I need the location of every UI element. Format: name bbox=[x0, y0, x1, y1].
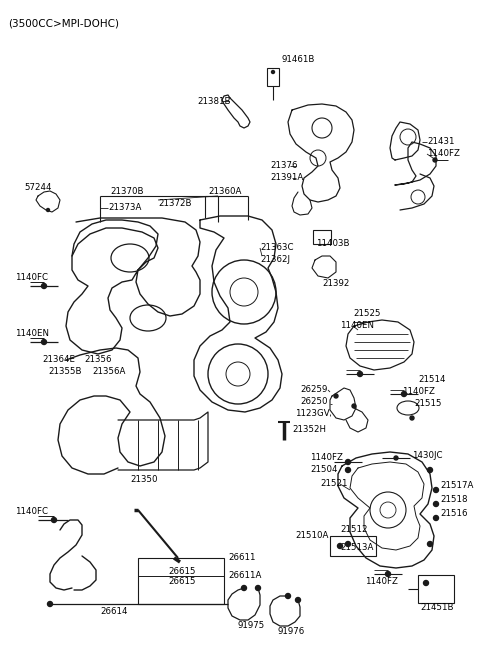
Circle shape bbox=[352, 404, 356, 408]
Circle shape bbox=[428, 542, 432, 546]
Circle shape bbox=[296, 597, 300, 603]
Text: 21392: 21392 bbox=[322, 280, 349, 288]
Circle shape bbox=[394, 456, 398, 460]
Text: 21370B: 21370B bbox=[110, 187, 144, 196]
Text: 1140EN: 1140EN bbox=[340, 322, 374, 331]
Text: 21350: 21350 bbox=[130, 476, 157, 485]
Circle shape bbox=[401, 392, 407, 396]
Circle shape bbox=[410, 416, 414, 420]
Text: 21514: 21514 bbox=[418, 375, 445, 384]
Text: 1140FC: 1140FC bbox=[15, 508, 48, 517]
Text: 21510A: 21510A bbox=[295, 531, 328, 540]
Text: (3500CC>MPI-DOHC): (3500CC>MPI-DOHC) bbox=[8, 18, 119, 28]
Text: 21515: 21515 bbox=[414, 400, 442, 409]
Text: 26250: 26250 bbox=[300, 398, 327, 407]
Bar bbox=[313, 230, 331, 244]
Circle shape bbox=[334, 394, 338, 398]
Text: 1140FZ: 1140FZ bbox=[427, 149, 460, 159]
Text: 1123GV: 1123GV bbox=[295, 409, 330, 419]
Text: 21521: 21521 bbox=[320, 479, 348, 489]
Text: 26615: 26615 bbox=[168, 567, 195, 576]
Circle shape bbox=[433, 487, 439, 493]
Circle shape bbox=[346, 460, 350, 464]
Text: 57244: 57244 bbox=[24, 183, 51, 193]
Bar bbox=[418, 575, 454, 603]
Circle shape bbox=[241, 586, 247, 591]
Text: 21364E: 21364E bbox=[42, 356, 75, 364]
Text: 1430JC: 1430JC bbox=[412, 451, 443, 460]
Circle shape bbox=[337, 544, 343, 548]
Bar bbox=[138, 558, 224, 604]
Circle shape bbox=[51, 517, 57, 523]
Text: 21391A: 21391A bbox=[270, 174, 303, 183]
Text: 21356: 21356 bbox=[84, 356, 111, 364]
Text: 21381B: 21381B bbox=[197, 96, 230, 105]
Circle shape bbox=[385, 572, 391, 576]
Text: 21355B: 21355B bbox=[48, 367, 82, 377]
Circle shape bbox=[255, 586, 261, 591]
Circle shape bbox=[272, 71, 275, 73]
Text: 21376: 21376 bbox=[270, 162, 298, 170]
Circle shape bbox=[358, 371, 362, 377]
Text: 21372B: 21372B bbox=[158, 200, 192, 208]
Text: 91975: 91975 bbox=[238, 622, 265, 631]
Text: 21373A: 21373A bbox=[108, 204, 142, 212]
Text: 1140EN: 1140EN bbox=[15, 329, 49, 339]
Text: 26615: 26615 bbox=[168, 578, 195, 586]
Text: 1140FZ: 1140FZ bbox=[365, 578, 398, 586]
Circle shape bbox=[41, 284, 47, 288]
Text: 21517A: 21517A bbox=[440, 481, 473, 491]
Text: 21504: 21504 bbox=[310, 466, 337, 474]
Bar bbox=[267, 68, 279, 86]
Text: 1140FZ: 1140FZ bbox=[310, 453, 343, 462]
Text: 21360A: 21360A bbox=[208, 187, 241, 196]
Circle shape bbox=[423, 580, 429, 586]
Text: 26259: 26259 bbox=[300, 386, 327, 394]
Circle shape bbox=[47, 208, 49, 212]
Circle shape bbox=[346, 542, 350, 546]
Text: 21513A: 21513A bbox=[340, 544, 373, 553]
Circle shape bbox=[286, 593, 290, 599]
Text: 21363C: 21363C bbox=[260, 244, 293, 252]
Text: 26614: 26614 bbox=[100, 607, 128, 616]
Text: 91976: 91976 bbox=[278, 627, 305, 637]
Circle shape bbox=[346, 468, 350, 472]
Text: 21356A: 21356A bbox=[92, 367, 125, 377]
Text: 21512: 21512 bbox=[340, 525, 368, 534]
Circle shape bbox=[428, 468, 432, 472]
Text: 1140FC: 1140FC bbox=[15, 274, 48, 282]
Circle shape bbox=[48, 601, 52, 607]
Text: 21516: 21516 bbox=[440, 510, 468, 519]
Text: 1140FZ: 1140FZ bbox=[402, 388, 435, 396]
Circle shape bbox=[433, 502, 439, 506]
Circle shape bbox=[433, 515, 439, 521]
Text: 26611: 26611 bbox=[228, 553, 255, 563]
Text: 21362J: 21362J bbox=[260, 255, 290, 265]
Text: 21451B: 21451B bbox=[420, 603, 454, 612]
Text: 21431: 21431 bbox=[427, 138, 455, 147]
Text: 91461B: 91461B bbox=[281, 56, 314, 64]
Circle shape bbox=[433, 158, 437, 162]
Circle shape bbox=[41, 339, 47, 345]
Text: 21518: 21518 bbox=[440, 495, 468, 504]
Text: 11403B: 11403B bbox=[316, 240, 349, 248]
Bar bbox=[330, 536, 376, 556]
Text: 26611A: 26611A bbox=[228, 572, 262, 580]
Text: 21352H: 21352H bbox=[292, 426, 326, 434]
Text: 21525: 21525 bbox=[353, 310, 381, 318]
